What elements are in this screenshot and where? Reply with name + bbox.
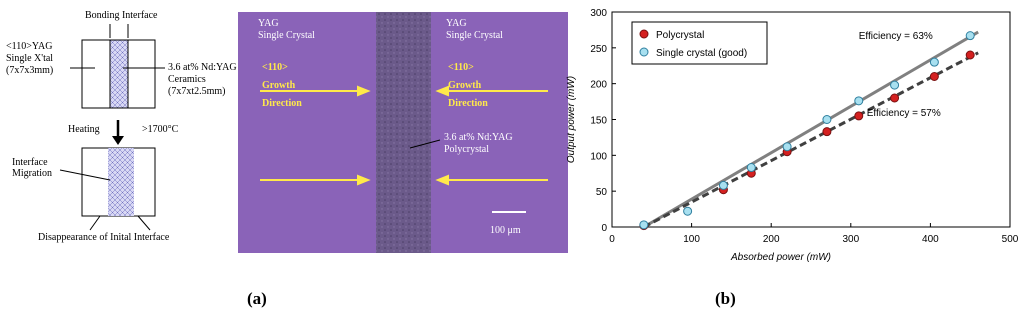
- data-point: [639, 220, 649, 230]
- x-tick-label: 100: [683, 234, 700, 245]
- y-tick-label: 250: [590, 44, 607, 55]
- data-point: [782, 142, 792, 152]
- data-point: [822, 127, 832, 137]
- migration-label: Interface Migration: [12, 157, 52, 179]
- panel-label: (a): [247, 289, 267, 308]
- data-point: [746, 163, 756, 173]
- data-point: [890, 93, 900, 103]
- data-point: [718, 180, 728, 190]
- scale-bar-label: 100 μm: [490, 225, 521, 236]
- y-axis-label: Output power (mW): [566, 76, 577, 163]
- legend-marker: [639, 29, 649, 39]
- panel-label: (b): [715, 289, 736, 308]
- y-tick-label: 150: [590, 116, 607, 127]
- data-point: [822, 115, 832, 124]
- left-label: <110>YAG Single X'tal (7x7x3mm): [6, 41, 53, 76]
- data-point: [965, 50, 975, 60]
- y-tick-label: 0: [601, 223, 607, 234]
- legend-label: Single crystal (good): [656, 48, 747, 59]
- data-point: [929, 57, 939, 67]
- right-crystal: YAG Single Crystal: [446, 18, 503, 41]
- legend-box: [631, 21, 768, 65]
- data-point: [965, 31, 975, 41]
- left-direction: <110> Growth Direction: [262, 62, 302, 109]
- y-tick-label: 50: [596, 187, 608, 198]
- legend-marker: [639, 47, 649, 57]
- legend-label: Polycrystal: [656, 30, 704, 41]
- bonding-label: Bonding Interface: [85, 10, 158, 21]
- fit-line: [643, 51, 979, 229]
- disappearance-label: Disappearance of Inital Interface: [38, 232, 170, 243]
- x-tick-label: 200: [763, 234, 780, 245]
- polycrystal-band: [376, 12, 431, 253]
- annotation: Efficiency = 63%: [859, 31, 933, 42]
- data-point: [683, 206, 693, 216]
- x-tick-label: 400: [922, 234, 939, 245]
- chart: 0 100 200 300 400 500 0 50 100 150 200 250 300 Absorb…: [566, 8, 1019, 263]
- right-label: 3.6 at% Nd:YAG Ceramics (7x7xt2.5mm): [168, 62, 237, 97]
- data-point: [929, 72, 939, 81]
- diagram: Bonding Interface <110>YAG Single X'tal (7…: [6, 10, 237, 243]
- polycrystal-label: 3.6 at% Nd:YAG Polycrystal: [444, 132, 513, 155]
- temperature-label: >1700°C: [142, 124, 179, 135]
- annotation: Efficiency = 57%: [867, 108, 941, 119]
- fit-line: [643, 30, 979, 229]
- micrograph: YAG Single Crystal YAG Single Crystal <110…: [238, 12, 568, 253]
- y-tick-label: 200: [590, 80, 607, 91]
- data-point: [854, 111, 864, 121]
- data-point: [854, 96, 864, 106]
- x-tick-label: 300: [842, 234, 859, 245]
- right-direction: <110> Growth Direction: [448, 62, 488, 109]
- data-point: [890, 80, 900, 90]
- x-axis-label: Absorbed power (mW): [730, 252, 831, 263]
- heating-label: Heating: [68, 124, 100, 135]
- y-tick-label: 100: [590, 151, 607, 162]
- left-crystal: YAG Single Crystal: [258, 18, 315, 41]
- x-tick-label: 0: [609, 234, 615, 245]
- y-tick-label: 300: [590, 8, 607, 19]
- x-tick-label: 500: [1002, 234, 1019, 245]
